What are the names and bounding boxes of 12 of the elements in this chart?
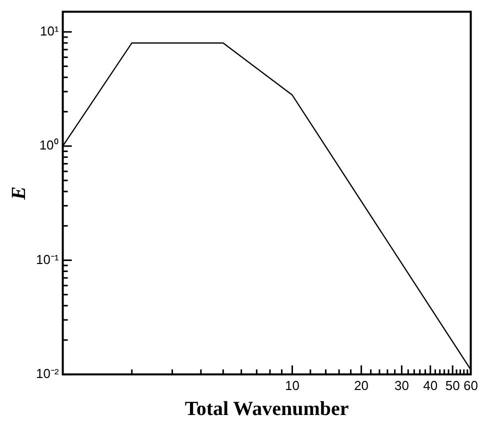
- x-tick-label: 60: [464, 378, 478, 393]
- x-tick-label: 30: [394, 378, 409, 393]
- x-axis-title: Total Wavenumber: [184, 398, 349, 420]
- y-axis-title: E: [8, 186, 30, 201]
- y-tick-label: 10⁰: [39, 138, 59, 153]
- x-tick-label: 10: [284, 378, 300, 393]
- x-tick-label: 50: [445, 378, 460, 393]
- x-tick-label: 40: [423, 378, 438, 393]
- x-tick-label: 20: [354, 378, 369, 393]
- y-tick-label: 10¹: [40, 23, 60, 38]
- y-tick-label: 10⁻²: [36, 366, 60, 381]
- y-tick-label: 10⁻¹: [36, 252, 60, 267]
